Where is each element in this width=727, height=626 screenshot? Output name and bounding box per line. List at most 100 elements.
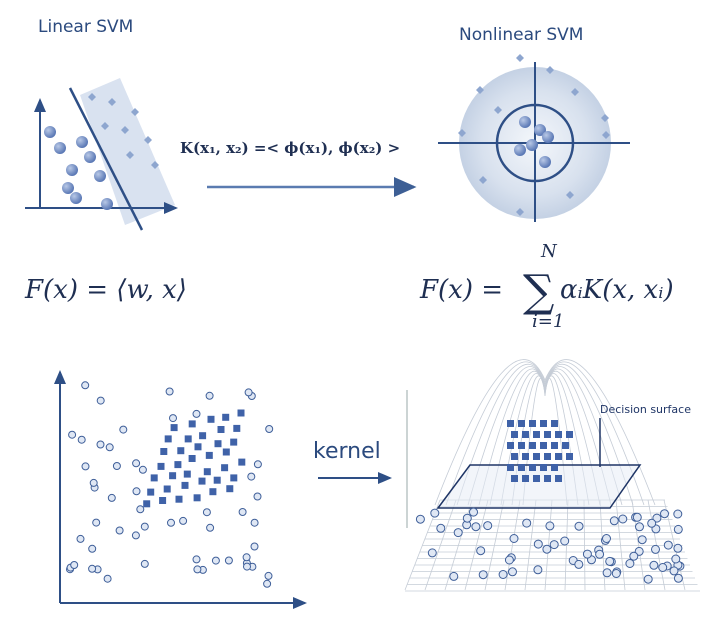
ball (534, 124, 546, 136)
point (68, 430, 77, 439)
point (88, 564, 97, 573)
point (618, 514, 628, 524)
grid-line (464, 499, 489, 591)
point (76, 534, 85, 543)
point (138, 465, 147, 474)
diamond (121, 126, 129, 134)
point (560, 536, 570, 546)
diamond (151, 161, 159, 169)
square (188, 420, 196, 428)
square (533, 453, 540, 460)
ball (542, 131, 554, 143)
diamond (546, 66, 554, 74)
right-title: Nonlinear SVM (459, 25, 583, 45)
point (673, 543, 683, 553)
ball (62, 182, 74, 194)
point (632, 512, 642, 522)
point (136, 505, 145, 514)
square (533, 475, 540, 482)
square (209, 488, 217, 496)
point (651, 544, 660, 554)
point (436, 523, 446, 533)
point (533, 539, 543, 549)
square (518, 420, 525, 427)
point (415, 514, 425, 524)
grid-line (524, 499, 537, 591)
point (107, 493, 116, 502)
square (511, 453, 518, 460)
point (112, 462, 121, 470)
point (658, 563, 668, 572)
square (157, 462, 165, 470)
square (169, 472, 177, 480)
square (237, 409, 245, 417)
mesh (467, 366, 623, 506)
square (540, 442, 547, 449)
square (555, 453, 562, 460)
point (265, 425, 274, 433)
point (140, 559, 149, 568)
point (663, 540, 673, 550)
square (213, 476, 221, 484)
point (669, 566, 679, 576)
square (529, 420, 536, 427)
linear-panel (25, 78, 178, 231)
point (192, 555, 201, 564)
point (602, 534, 611, 543)
square (566, 453, 573, 460)
point (132, 459, 141, 468)
point (264, 571, 273, 580)
square (170, 424, 178, 432)
point (660, 509, 669, 519)
point (509, 534, 519, 543)
diamond (126, 151, 134, 159)
square (562, 442, 569, 449)
point (205, 391, 214, 400)
square (511, 475, 518, 482)
square (555, 475, 562, 482)
point (70, 561, 79, 569)
square (159, 497, 167, 504)
square (177, 447, 185, 455)
point (673, 509, 683, 519)
square (203, 468, 211, 476)
square (544, 431, 551, 438)
kernel-formula: K(x₁, x₂) =< ϕ(x₁), ϕ(x₂) > (180, 139, 400, 157)
point (247, 472, 256, 481)
point (131, 531, 140, 540)
point (595, 549, 605, 559)
point (522, 518, 532, 528)
square (184, 435, 192, 443)
square (150, 474, 158, 482)
square (143, 500, 151, 508)
square (529, 464, 536, 471)
point (647, 518, 657, 528)
square (222, 448, 230, 456)
grid-line (424, 499, 457, 591)
square (555, 431, 562, 438)
square (147, 488, 155, 496)
point (192, 409, 201, 418)
grid-line (583, 499, 586, 591)
square (205, 451, 213, 459)
ball (66, 164, 78, 176)
point (637, 535, 647, 545)
square (551, 420, 558, 427)
ball (519, 116, 531, 128)
square (551, 442, 558, 449)
point (427, 548, 437, 558)
point (649, 560, 659, 570)
linear-formula: F(x) = ⟨w, x⟩ (24, 275, 187, 305)
point (238, 508, 247, 516)
point (574, 521, 584, 531)
square (199, 432, 207, 440)
point (167, 518, 175, 527)
ball (101, 198, 113, 210)
point (673, 524, 683, 534)
square (183, 470, 191, 478)
mesh (456, 363, 634, 506)
surface-label: Decision surface (600, 403, 691, 416)
point (115, 526, 124, 535)
square (529, 442, 536, 449)
